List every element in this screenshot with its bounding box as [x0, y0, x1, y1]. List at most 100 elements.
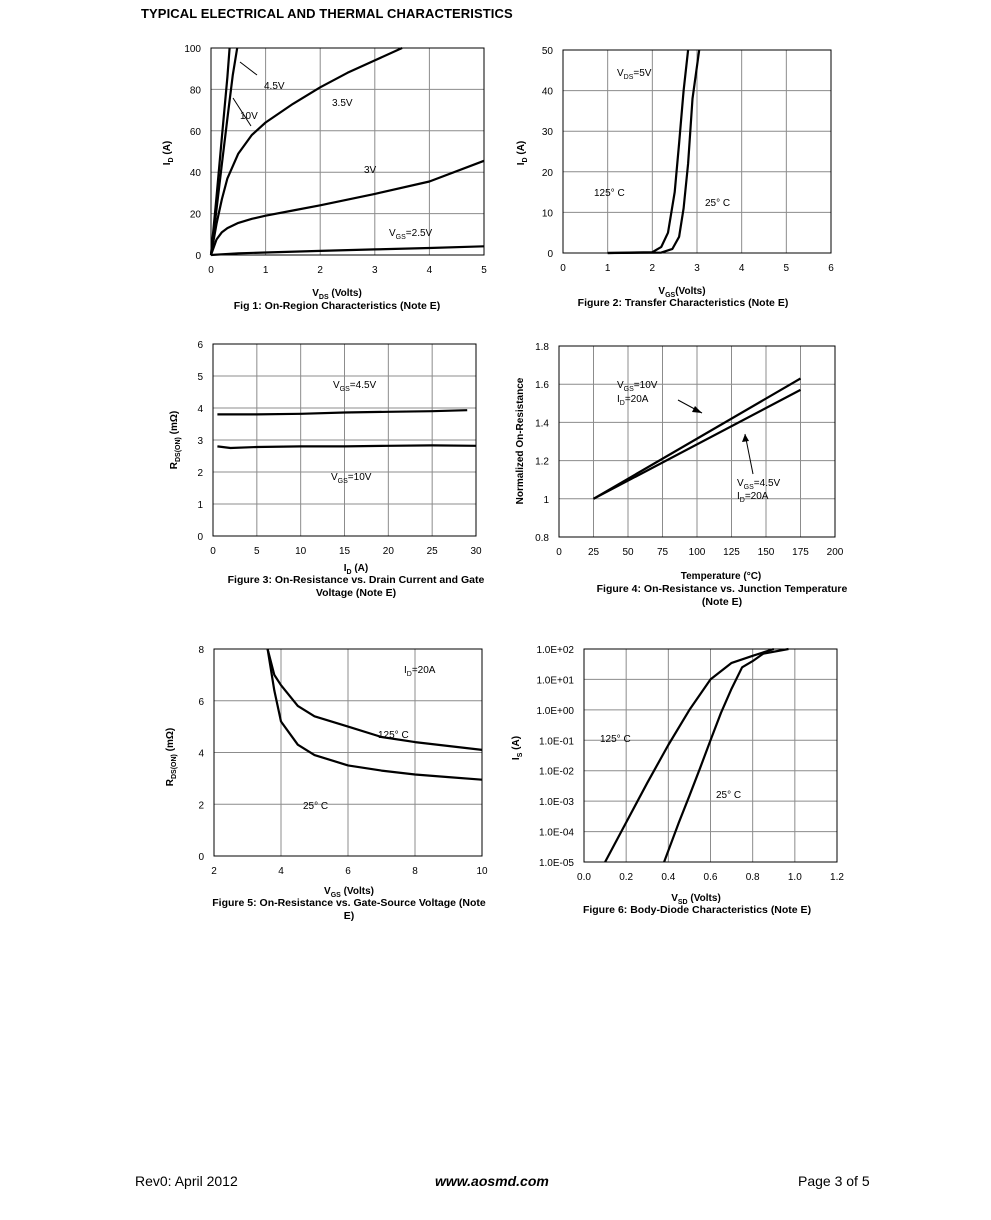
fig1-xtick-1: 1 — [263, 265, 269, 276]
fig3-ytick-3: 3 — [197, 436, 203, 447]
fig4-xtick-1: 25 — [588, 547, 600, 558]
fig2-ytick-3: 30 — [542, 127, 554, 138]
fig1-series-4 — [210, 245, 485, 257]
fig5-plot-frame — [213, 648, 483, 857]
fig6-ytick-4: 1.0E-01 — [539, 736, 574, 747]
fig4-ytick-2: 1.2 — [535, 457, 549, 468]
fig3-xtick-4: 20 — [383, 546, 395, 557]
fig6-ylabel: IS (A) — [511, 736, 524, 760]
fig1-ytick-5: 100 — [184, 44, 201, 55]
fig4-panel: 0 25 50 75 100 125 150 175 200 0.8 1 1.2 1.4 1.6 1.8 T… — [515, 342, 848, 608]
fig5-ytick-4: 8 — [198, 645, 204, 656]
fig6-xtick-2: 0.4 — [661, 872, 675, 883]
fig3-ytick-6: 6 — [197, 340, 203, 351]
fig4-xtick-6: 150 — [758, 547, 775, 558]
fig1-xtick-4: 4 — [427, 265, 433, 276]
fig2-series-1 — [607, 49, 701, 255]
fig3-panel: 0 5 10 15 20 25 30 0 1 2 3 4 5 6 ID (A) RDS(ON) (mΩ) … — [0, 0, 495, 620]
fig6-series-1 — [663, 647, 789, 863]
fig3-caption: Figure 3: On-Resistance vs. Drain Curren… — [227, 574, 485, 599]
fig3-series-0 — [217, 409, 468, 416]
fig2-xtick-1: 1 — [605, 263, 611, 274]
footer-website-link[interactable]: www.aosmd.com — [435, 1173, 549, 1189]
fig1-plot-frame — [210, 47, 485, 256]
fig1-ann-10v: 10V — [240, 111, 258, 122]
fig4-ytick-0: 0.8 — [535, 533, 549, 544]
page-title: TYPICAL ELECTRICAL AND THERMAL CHARACTER… — [141, 6, 513, 21]
fig5-ann-125c: 125° C — [378, 730, 409, 741]
fig4-xlabel: Temperature (°C) — [681, 571, 762, 582]
fig6-ytick-7: 1.0E+02 — [536, 645, 574, 656]
fig5-ytick-0: 0 — [198, 852, 204, 863]
fig4-xtick-4: 100 — [689, 547, 706, 558]
fig4-xtick-7: 175 — [792, 547, 809, 558]
fig1-xtick-0: 0 — [208, 265, 214, 276]
fig4-xtick-2: 50 — [622, 547, 634, 558]
fig2-ytick-1: 10 — [542, 208, 554, 219]
fig4-ylabel: Normalized On-Resistance — [515, 377, 526, 504]
fig4-ytick-4: 1.6 — [535, 380, 549, 391]
fig6-caption: Figure 6: Body-Diode Characteristics (No… — [582, 904, 812, 916]
fig5-ann-id20a: ID=20A — [404, 665, 436, 678]
fig3-xtick-6: 30 — [470, 546, 482, 557]
fig1-series-1 — [209, 47, 239, 256]
fig6-ytick-5: 1.0E+00 — [536, 706, 574, 717]
fig1-xtick-5: 5 — [481, 265, 487, 276]
fig3-series-1 — [217, 444, 477, 450]
fig1-ytick-3: 60 — [190, 127, 202, 138]
fig6-ytick-2: 1.0E-03 — [539, 797, 574, 808]
fig6-ann-25c: 25° C — [716, 790, 741, 801]
fig5-ytick-2: 4 — [198, 749, 204, 760]
fig6-plot-frame — [583, 648, 838, 863]
fig2-xtick-2: 2 — [650, 263, 656, 274]
fig4-xtick-3: 75 — [657, 547, 669, 558]
fig3-xtick-0: 0 — [210, 546, 216, 557]
fig1-series-3 — [209, 159, 485, 256]
fig6-ann-125c: 125° C — [600, 734, 631, 745]
fig3-ytick-4: 4 — [197, 404, 203, 415]
fig2-xtick-0: 0 — [560, 263, 566, 274]
fig3-plot-frame — [212, 343, 477, 537]
fig6-ytick-0: 1.0E-05 — [539, 858, 574, 869]
fig5-panel: 2 4 6 8 10 0 2 4 6 8 VGS (Volts) RDS(ON) (mΩ) ID=… — [0, 0, 495, 930]
fig6-xtick-0: 0.0 — [577, 872, 591, 883]
fig5-series-1 — [266, 648, 483, 781]
fig2-xtick-4: 4 — [739, 263, 745, 274]
fig4-ytick-1: 1 — [543, 495, 549, 506]
fig6-xtick-5: 1.0 — [788, 872, 802, 883]
fig3-xtick-2: 10 — [295, 546, 307, 557]
fig2-ytick-5: 50 — [542, 46, 554, 57]
fig4-series-1 — [592, 388, 802, 500]
fig2-ytick-4: 40 — [542, 87, 554, 98]
fig6-chart: 0.0 0.2 0.4 0.6 0.8 1.0 1.2 1.0E-05 1.0E-04 1.0E-… — [511, 645, 844, 906]
fig1-ytick-1: 20 — [190, 210, 202, 221]
fig2-ann-125c: 125° C — [594, 188, 625, 199]
fig5-series-0 — [266, 648, 483, 751]
fig5-xtick-3: 8 — [412, 866, 418, 877]
fig3-xtick-5: 25 — [427, 546, 439, 557]
fig2-xtick-5: 5 — [784, 263, 790, 274]
fig4-ytick-3: 1.4 — [535, 418, 549, 429]
fig6-ytick-1: 1.0E-04 — [539, 828, 574, 839]
fig3-ytick-1: 1 — [197, 500, 203, 511]
fig4-plot-frame — [558, 345, 836, 538]
fig6-ytick-3: 1.0E-02 — [539, 767, 574, 778]
fig6-xtick-4: 0.8 — [746, 872, 760, 883]
fig6-xtick-3: 0.6 — [704, 872, 718, 883]
fig1-series-2 — [209, 46, 403, 256]
fig4-caption: Figure 4: On-Resistance vs. Junction Tem… — [596, 583, 848, 608]
fig6-xtick-6: 1.2 — [830, 872, 844, 883]
fig3-xtick-3: 15 — [339, 546, 351, 557]
fig1-ytick-0: 0 — [195, 251, 201, 262]
fig1-ann-3v: 3V — [364, 165, 377, 176]
fig4-series-0 — [592, 377, 802, 500]
fig2-plot-frame — [562, 49, 832, 254]
fig5-xtick-2: 6 — [345, 866, 351, 877]
fig2-series-0 — [607, 49, 690, 255]
fig1-ann-3.5v: 3.5V — [332, 98, 353, 109]
fig4-xtick-8: 200 — [827, 547, 844, 558]
